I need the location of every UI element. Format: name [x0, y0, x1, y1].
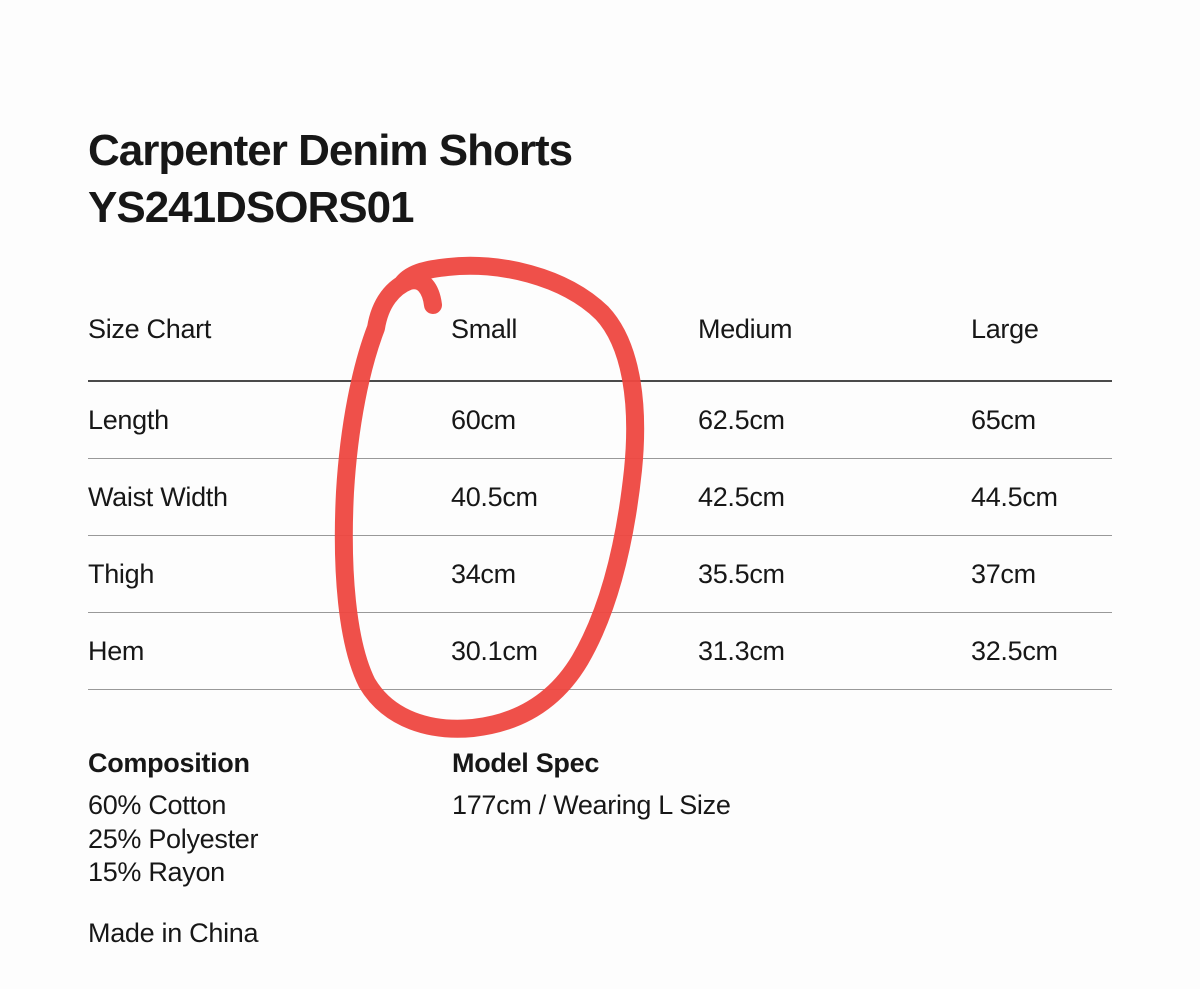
- cell-value: 31.3cm: [698, 635, 785, 666]
- column-header-large: Large: [971, 314, 1039, 344]
- row-label: Hem: [88, 635, 145, 666]
- table-header-row: Size Chart Small Medium Large: [88, 314, 1112, 382]
- cell-value: 32.5cm: [971, 635, 1058, 666]
- row-label: Length: [88, 404, 169, 435]
- cell-value: 65cm: [971, 404, 1036, 435]
- table-row-length: Length 60cm 62.5cm 65cm: [88, 382, 1112, 459]
- product-title-block: Carpenter Denim Shorts YS241DSORS01: [88, 0, 1112, 236]
- model-spec-heading: Model Spec: [452, 748, 600, 778]
- size-chart-table: Size Chart Small Medium Large Length 60c…: [88, 314, 1112, 690]
- size-chart-label: Size Chart: [88, 314, 212, 344]
- cell-value: 42.5cm: [698, 481, 785, 512]
- row-label: Waist Width: [88, 481, 228, 512]
- details-section: Composition 60% Cotton 25% Polyester 15%…: [88, 746, 1112, 950]
- table-row-waist-width: Waist Width 40.5cm 42.5cm 44.5cm: [88, 459, 1112, 536]
- cell-value: 30.1cm: [451, 635, 538, 666]
- product-name: Carpenter Denim Shorts: [88, 126, 573, 175]
- table-row-hem: Hem 30.1cm 31.3cm 32.5cm: [88, 613, 1112, 690]
- cell-value: 34cm: [451, 558, 516, 589]
- cell-value: 37cm: [971, 558, 1036, 589]
- model-spec-value: 177cm / Wearing L Size: [452, 790, 731, 820]
- origin-text: Made in China: [88, 917, 259, 948]
- composition-item: 15% Rayon: [88, 857, 225, 887]
- column-header-medium: Medium: [698, 314, 793, 344]
- cell-value: 44.5cm: [971, 481, 1058, 512]
- model-spec-block: Model Spec 177cm / Wearing L Size: [452, 746, 1112, 950]
- column-header-small: Small: [451, 314, 518, 344]
- composition-list: 60% Cotton 25% Polyester 15% Rayon: [88, 789, 452, 890]
- table-row-thigh: Thigh 34cm 35.5cm 37cm: [88, 536, 1112, 613]
- cell-value: 60cm: [451, 404, 516, 435]
- product-code: YS241DSORS01: [88, 183, 415, 232]
- cell-value: 40.5cm: [451, 481, 538, 512]
- row-label: Thigh: [88, 558, 155, 589]
- composition-item: 60% Cotton: [88, 790, 227, 820]
- composition-item: 25% Polyester: [88, 823, 259, 854]
- composition-block: Composition 60% Cotton 25% Polyester 15%…: [88, 746, 452, 950]
- cell-value: 62.5cm: [698, 404, 785, 435]
- cell-value: 35.5cm: [698, 558, 785, 589]
- composition-heading: Composition: [88, 748, 250, 778]
